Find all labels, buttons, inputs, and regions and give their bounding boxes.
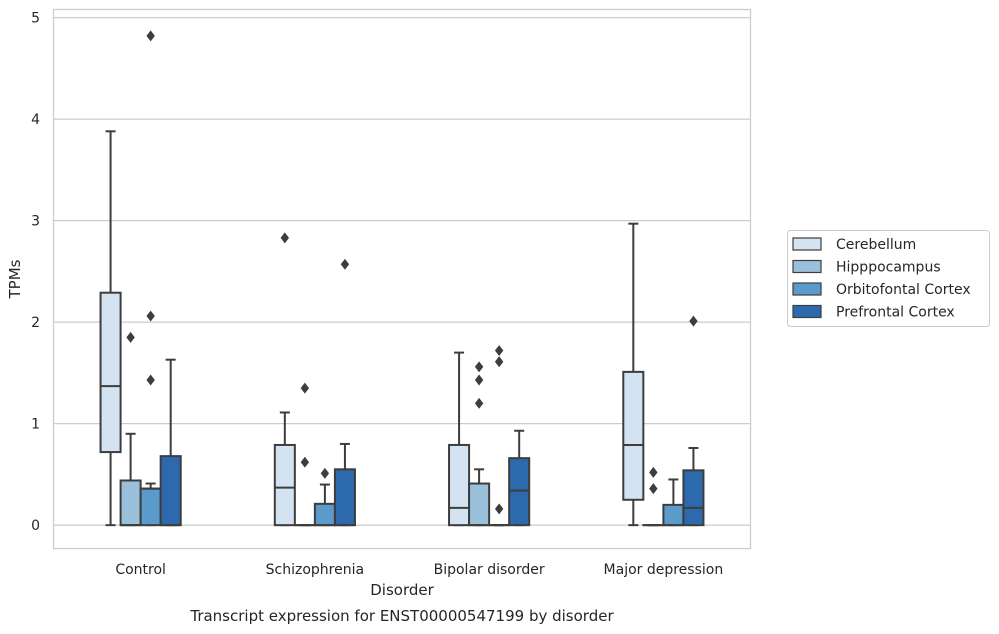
legend-item: Prefrontal Cortex	[792, 304, 955, 321]
legend: Cerebellum Hipppocampus Orbitofontal Corte…	[787, 230, 990, 327]
x-tick-label: Control	[115, 562, 166, 578]
box-iqr	[333, 468, 356, 527]
outlier-point	[474, 361, 484, 373]
legend-item: Orbitofontal Cortex	[792, 282, 971, 298]
y-tick-label: 1	[31, 417, 40, 433]
box	[293, 382, 316, 527]
box-iqr	[313, 502, 336, 527]
box-iqr	[448, 443, 471, 527]
outlier-point	[474, 374, 484, 386]
outlier-point	[320, 467, 330, 479]
box	[622, 222, 645, 527]
legend-swatch	[792, 304, 822, 319]
box-iqr	[508, 457, 531, 527]
legend-swatch	[792, 259, 822, 274]
box-iqr	[622, 370, 645, 501]
box	[662, 478, 685, 527]
series-prefrontal-cortex	[159, 258, 705, 527]
outlier-point	[146, 374, 155, 386]
outlier-point	[146, 310, 155, 322]
x-tick-label: Schizophrenia	[266, 562, 364, 578]
legend-item: Hipppocampus	[792, 259, 941, 276]
outlier-point	[649, 466, 658, 478]
box-iqr	[468, 482, 491, 527]
box	[159, 358, 182, 527]
box-iqr	[119, 479, 142, 527]
legend-swatch	[792, 282, 822, 296]
outlier-point	[146, 30, 155, 42]
box	[333, 258, 356, 527]
box-iqr	[139, 487, 162, 527]
box-iqr	[159, 455, 182, 527]
legend-frame	[787, 230, 990, 327]
series-orbitofontal-cortex	[139, 30, 685, 527]
y-tick-label: 5	[31, 11, 40, 27]
series-hipppocampus	[119, 331, 665, 527]
box-series	[99, 30, 705, 527]
box-iqr	[273, 443, 296, 527]
y-tick-label: 4	[31, 112, 40, 128]
box	[273, 232, 296, 527]
legend-label: Prefrontal Cortex	[836, 305, 955, 321]
box	[99, 130, 122, 527]
y-tick-labels: 0 1 2 3 4 5	[31, 11, 40, 535]
box	[119, 331, 142, 527]
outlier-point	[494, 345, 504, 357]
grid-lines	[53, 16, 751, 526]
series-cerebellum	[99, 130, 645, 527]
legend-label: Hipppocampus	[836, 260, 941, 276]
box	[139, 30, 162, 527]
outlier-point	[300, 456, 310, 468]
outlier-point	[340, 258, 350, 270]
outlier-point	[649, 483, 658, 495]
outlier-point	[126, 331, 135, 343]
y-tick-label: 3	[31, 214, 40, 230]
outlier-point	[689, 315, 698, 327]
box-iqr	[662, 503, 685, 527]
y-axis-label: TPMs	[6, 259, 24, 299]
box	[508, 429, 531, 527]
box	[313, 467, 336, 527]
box	[468, 361, 491, 527]
box	[682, 315, 705, 527]
legend-swatch	[792, 237, 822, 251]
outlier-point	[494, 356, 504, 368]
outlier-point	[280, 232, 290, 244]
outlier-point	[494, 503, 504, 515]
x-tick-label: Bipolar disorder	[434, 562, 545, 578]
y-tick-label: 2	[31, 315, 40, 331]
box	[448, 351, 471, 527]
legend-item: Cerebellum	[792, 237, 916, 253]
box-iqr	[682, 469, 705, 527]
box-iqr	[99, 291, 122, 454]
plot-frame	[52, 8, 752, 550]
box	[642, 466, 665, 527]
box	[488, 345, 511, 527]
outlier-point	[300, 382, 310, 394]
legend-label: Orbitofontal Cortex	[836, 282, 971, 298]
outlier-point	[474, 397, 484, 409]
x-tick-label: Major depression	[604, 562, 724, 578]
x-axis-label: Disorder	[370, 581, 434, 599]
legend-label: Cerebellum	[836, 237, 916, 253]
y-tick-label: 0	[31, 518, 40, 534]
x-tick-labels: Control Schizophrenia Bipolar disorder Majo…	[115, 562, 723, 578]
chart-title: Transcript expression for ENST0000054719…	[189, 607, 614, 625]
